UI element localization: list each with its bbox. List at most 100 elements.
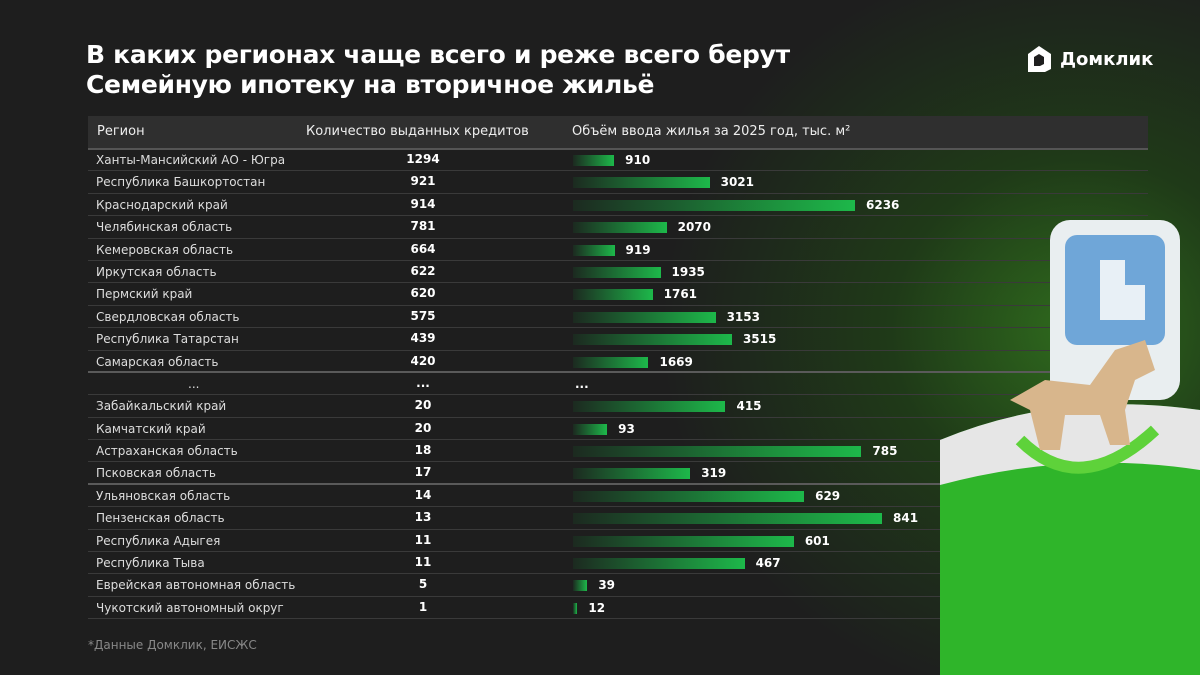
loan-count: 664: [410, 241, 436, 256]
housing-bar: [573, 155, 615, 166]
housing-bar: [573, 266, 661, 278]
column-header-housing: Объём ввода жилья за 2025 год, тыс. м²: [572, 124, 851, 139]
region-name: Краснодарский край: [96, 197, 228, 212]
region-name: Еврейская автономная область: [96, 578, 296, 593]
housing-bar: [573, 468, 691, 480]
region-name: Камчатский край: [96, 421, 206, 436]
logo-text: Домклик: [1060, 48, 1154, 70]
table-row: Камчатский край 20 93: [88, 418, 1148, 441]
table-row: Пензенская область 13 841: [88, 507, 1148, 530]
loan-count: 17: [414, 465, 432, 480]
table-row: Астраханская область 18 785: [88, 440, 1148, 463]
loan-count: 620: [410, 286, 436, 301]
housing-value: 919: [625, 242, 651, 257]
table-row: Ханты-Мансийский АО - Югра 1294 910: [88, 149, 1148, 172]
loan-count: 420: [410, 353, 436, 368]
region-name: Чукотский автономный округ: [96, 600, 284, 615]
housing-bar: [573, 356, 649, 368]
region-name: Астраханская область: [96, 444, 238, 459]
loan-count: 1294: [406, 152, 440, 166]
housing-bar: [573, 602, 578, 614]
loan-count: 622: [410, 263, 436, 278]
region-name: Республика Татарстан: [96, 332, 239, 347]
loan-count: 5: [418, 577, 428, 592]
loan-count: 921: [410, 174, 436, 189]
housing-bar: [573, 535, 794, 547]
toy-box-illustration: [940, 220, 1200, 675]
region-name: Республика Тыва: [96, 556, 205, 571]
housing-value: 1935: [671, 264, 705, 279]
table-row: Иркутская область 622 1935: [88, 261, 1148, 284]
table-row: Республика Башкортостан 921 3021: [88, 171, 1148, 194]
housing-value: 319: [701, 466, 727, 481]
column-header-region: Регион: [97, 124, 145, 139]
housing-ellipsis: ...: [575, 376, 589, 391]
region-name: Республика Башкортостан: [96, 175, 266, 190]
housing-value: 629: [815, 488, 841, 503]
loan-count: 11: [414, 555, 432, 570]
table-row: Ульяновская область 14 629: [88, 485, 1148, 508]
loan-count: 575: [410, 308, 436, 323]
region-name: Пензенская область: [96, 511, 225, 526]
housing-bar: [573, 490, 805, 502]
table-row: Свердловская область 575 3153: [88, 306, 1148, 329]
housing-bar: [573, 423, 608, 435]
table-row: Республика Тыва 11 467: [88, 552, 1148, 575]
housing-bar: [573, 513, 882, 525]
housing-bar: [573, 289, 653, 301]
housing-bar: [573, 401, 726, 413]
housing-value: 2070: [677, 220, 711, 235]
loan-count: 14: [414, 487, 432, 502]
region-name: Псковская область: [96, 466, 216, 481]
ellipsis-row: .........: [88, 373, 1148, 396]
table-row: Псковская область 17 319: [88, 462, 1148, 485]
housing-value: 601: [804, 533, 830, 548]
table-row: Чукотский автономный округ 1 12: [88, 597, 1148, 620]
table-row: Челябинская область 781 2070: [88, 216, 1148, 239]
housing-value: 39: [598, 578, 616, 593]
housing-value: 910: [625, 153, 651, 167]
table-row: Республика Татарстан 439 3515: [88, 328, 1148, 351]
page-title: В каких регионах чаще всего и реже всего…: [86, 40, 790, 100]
region-name: Свердловская область: [96, 309, 240, 324]
housing-bar: [573, 199, 855, 211]
title-line-1: В каких регионах чаще всего и реже всего…: [86, 40, 790, 69]
logo: Домклик: [1026, 45, 1153, 73]
housing-value: 467: [755, 556, 781, 571]
housing-bar: [573, 558, 745, 570]
region-name: Забайкальский край: [96, 399, 227, 414]
housing-value: 1761: [663, 287, 698, 302]
rocking-horse-icon: [1010, 340, 1155, 450]
housing-value: 3515: [742, 332, 777, 347]
table-row: Пермский край 620 1761: [88, 283, 1148, 306]
loan-count: 20: [414, 420, 432, 435]
housing-value: 3153: [726, 309, 760, 324]
footnote: *Данные Домклик, ЕИСЖС: [88, 638, 257, 652]
table-row: Кемеровская область 664 919: [88, 239, 1148, 261]
housing-value: 12: [588, 600, 606, 615]
table-row: Самарская область 420 1669: [88, 351, 1148, 373]
loan-count: 914: [410, 196, 436, 211]
loan-count: 1: [418, 599, 428, 614]
green-box: [940, 404, 1200, 675]
housing-bar: [573, 334, 732, 346]
region-ellipsis: ...: [188, 376, 200, 391]
rocker: [1015, 425, 1160, 474]
housing-value: 1669: [659, 354, 693, 369]
housing-value: 785: [872, 444, 898, 459]
housing-bar: [573, 311, 716, 323]
table-header: Регион Количество выданных кредитов Объё…: [88, 116, 1148, 150]
housing-bar: [573, 244, 615, 256]
loan-count: 439: [410, 331, 436, 346]
region-name: Иркутская область: [96, 264, 217, 279]
region-name: Республика Адыгея: [96, 533, 221, 548]
loan-count: 20: [414, 398, 432, 413]
housing-bar: [573, 222, 667, 234]
domclick-house-icon: [1028, 46, 1051, 72]
region-name: Ханты-Мансийский АО - Югра: [96, 153, 286, 167]
loan-count: 13: [414, 510, 432, 525]
box-lid: [940, 404, 1200, 485]
column-header-loans: Количество выданных кредитов: [306, 124, 529, 139]
region-name: Челябинская область: [96, 220, 233, 235]
table-row: Краснодарский край 914 6236: [88, 194, 1148, 217]
